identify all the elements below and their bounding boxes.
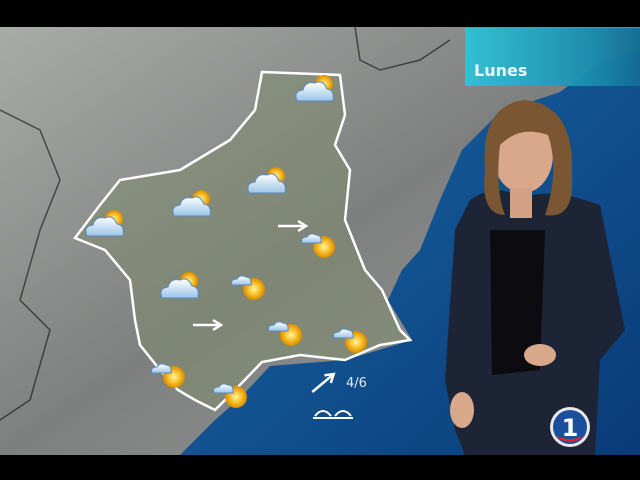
province-border bbox=[0, 109, 61, 421]
cloud-sun-icon bbox=[295, 75, 334, 102]
wind-force-label: 4/6 bbox=[346, 376, 367, 391]
province-border bbox=[354, 26, 451, 71]
sun-small-cloud-icon bbox=[301, 233, 335, 258]
sun-small-cloud-icon bbox=[213, 383, 247, 408]
sun-small-cloud-icon bbox=[333, 328, 367, 353]
cloud-sun-icon bbox=[172, 190, 211, 217]
cloud-sun-icon bbox=[247, 167, 286, 194]
wave-icon bbox=[313, 410, 353, 419]
sun-small-cloud-icon bbox=[151, 363, 185, 388]
wind-arrow-east bbox=[278, 219, 309, 233]
channel-logo: 1 bbox=[548, 405, 592, 449]
cloud-sun-icon bbox=[85, 210, 124, 237]
region-murcia-outline bbox=[73, 70, 413, 412]
channel-logo-text: 1 bbox=[562, 414, 579, 442]
sun-small-cloud-icon bbox=[268, 321, 302, 346]
day-banner bbox=[465, 28, 640, 86]
wind-arrow-northeast bbox=[311, 372, 336, 393]
cloud-sun-icon bbox=[160, 272, 199, 299]
sun-small-cloud-icon bbox=[231, 275, 265, 300]
presenter bbox=[445, 100, 625, 455]
wind-arrow-east bbox=[193, 318, 224, 332]
day-label: Lunes bbox=[474, 61, 528, 80]
